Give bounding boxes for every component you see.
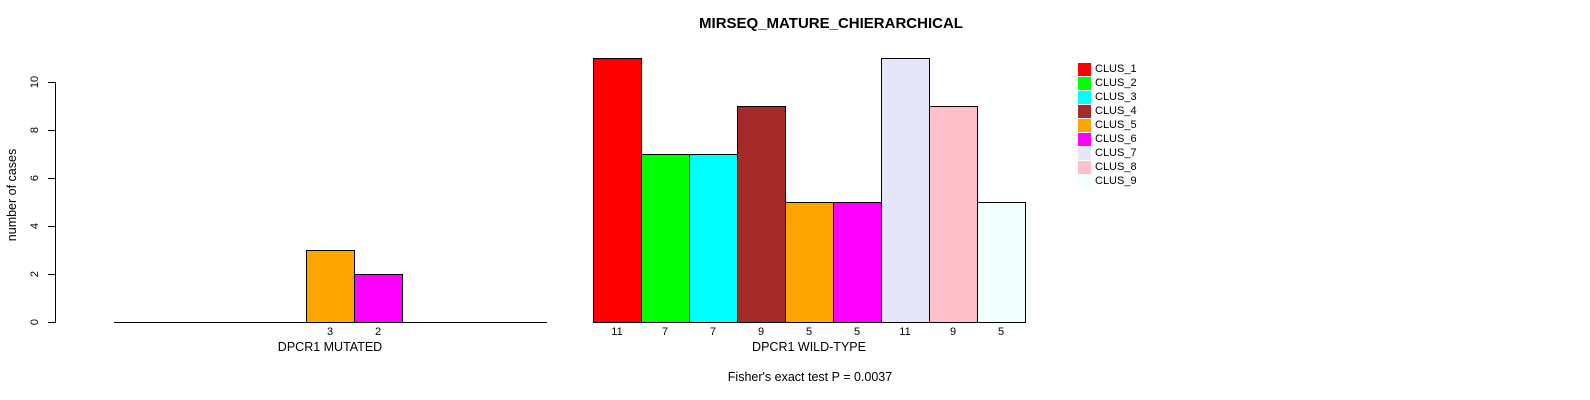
legend-item: CLUS_1 [1078,63,1137,76]
legend-label: CLUS_2 [1095,77,1137,89]
legend-item: CLUS_6 [1078,133,1137,146]
y-axis-tick-label: 6 [29,174,41,182]
bar-clus_5 [306,250,355,323]
legend-swatch-clus_9 [1078,175,1091,188]
legend-swatch-clus_1 [1078,63,1091,76]
group-label-mutated: DPCR1 MUTATED [277,340,383,354]
legend-label: CLUS_8 [1095,161,1137,173]
bar-clus_6 [833,202,882,323]
y-axis-tick-label: 2 [29,270,41,278]
y-axis-tick [48,226,55,227]
legend-item: CLUS_3 [1078,91,1137,104]
bar-value-label: 11 [611,326,623,338]
legend-label: CLUS_5 [1095,119,1137,131]
caption-fishers-test: Fisher's exact test P = 0.0037 [727,370,893,384]
legend-item: CLUS_5 [1078,119,1137,132]
y-axis-tick [48,322,55,323]
y-axis-label: number of cases [5,148,19,242]
chart-title: MIRSEQ_MATURE_CHIERARCHICAL [699,15,963,32]
bar-clus_4 [737,106,786,323]
legend-swatch-clus_2 [1078,77,1091,90]
y-axis-tick-label: 8 [29,126,41,134]
y-axis-tick [48,130,55,131]
bar-value-label: 5 [853,326,861,338]
legend-item: CLUS_7 [1078,147,1137,160]
bar-clus_2 [641,154,690,323]
bar-clus_3 [689,154,738,323]
bar-clus_5 [785,202,834,323]
y-axis-tick-label: 0 [29,318,41,326]
y-axis-tick-label: 4 [29,222,41,230]
bar-clus_8 [929,106,978,323]
legend-label: CLUS_6 [1095,133,1137,145]
bar-clus_9 [977,202,1026,323]
bar-value-label: 5 [997,326,1005,338]
legend-label: CLUS_9 [1095,175,1137,187]
legend-label: CLUS_4 [1095,105,1137,117]
y-axis-tick [48,274,55,275]
legend-item: CLUS_9 [1078,175,1137,188]
legend-label: CLUS_3 [1095,91,1137,103]
y-axis-tick-label: 10 [29,75,41,89]
bar-value-label: 7 [661,326,669,338]
group-label-wild-type: DPCR1 WILD-TYPE [752,340,866,354]
bar-value-label: 7 [709,326,717,338]
bar-value-label: 5 [805,326,813,338]
bar-value-label: 9 [949,326,957,338]
legend-swatch-clus_3 [1078,91,1091,104]
bar-value-label: 2 [374,326,382,338]
legend-swatch-clus_4 [1078,105,1091,118]
legend: CLUS_1 CLUS_2 CLUS_3 CLUS_4 CLUS_5 CLUS_6 CLUS… [1078,63,1137,188]
bar-value-label: 9 [757,326,765,338]
legend-swatch-clus_5 [1078,119,1091,132]
bar-value-label: 3 [326,326,334,338]
bar-value-label: 11 [899,326,911,338]
legend-item: CLUS_8 [1078,161,1137,174]
legend-swatch-clus_6 [1078,133,1091,146]
legend-item: CLUS_4 [1078,105,1137,118]
legend-label: CLUS_1 [1095,63,1137,75]
y-axis-line [55,82,56,323]
legend-label: CLUS_7 [1095,147,1137,159]
legend-swatch-clus_8 [1078,161,1091,174]
bar-clus_1 [593,58,642,323]
bar-clus_6 [354,274,403,323]
bar-clus_7 [881,58,930,323]
y-axis-tick [48,82,55,83]
legend-swatch-clus_7 [1078,147,1091,160]
y-axis-tick [48,178,55,179]
legend-item: CLUS_2 [1078,77,1137,90]
